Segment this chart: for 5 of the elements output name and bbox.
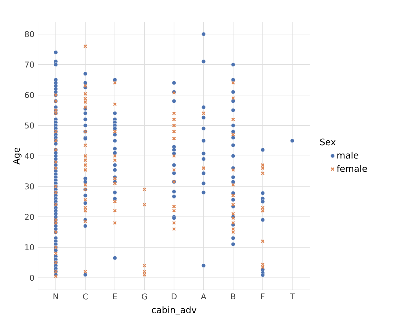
x-axis-title: cabin_adv — [152, 306, 197, 316]
legend-label: female — [337, 165, 368, 172]
legend-title: Sex — [320, 138, 336, 146]
legend-label: male — [338, 152, 359, 159]
y-axis-title: Age — [13, 148, 22, 165]
